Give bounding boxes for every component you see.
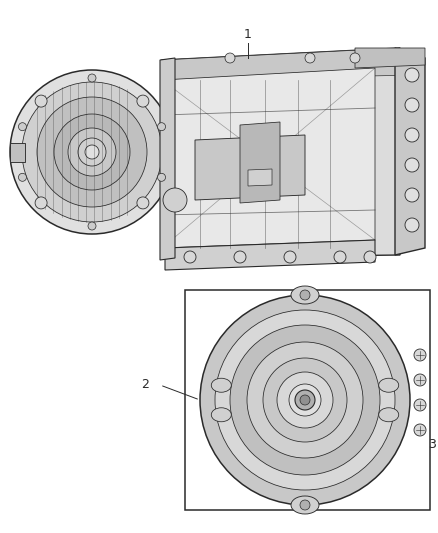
Circle shape	[263, 358, 347, 442]
Circle shape	[414, 424, 426, 436]
Circle shape	[230, 325, 380, 475]
Circle shape	[215, 310, 395, 490]
Circle shape	[364, 251, 376, 263]
Polygon shape	[195, 135, 305, 200]
Circle shape	[305, 53, 315, 63]
Polygon shape	[165, 240, 375, 270]
Circle shape	[405, 158, 419, 172]
Circle shape	[68, 128, 116, 176]
Circle shape	[35, 95, 47, 107]
Circle shape	[295, 390, 315, 410]
Circle shape	[18, 123, 26, 131]
Circle shape	[334, 251, 346, 263]
Polygon shape	[162, 48, 400, 258]
Circle shape	[158, 173, 166, 181]
Circle shape	[405, 218, 419, 232]
Circle shape	[18, 173, 26, 181]
Circle shape	[284, 251, 296, 263]
Ellipse shape	[211, 408, 231, 422]
Polygon shape	[162, 68, 375, 248]
Circle shape	[37, 97, 147, 207]
Circle shape	[297, 392, 313, 408]
Circle shape	[10, 70, 174, 234]
Circle shape	[300, 395, 310, 405]
Circle shape	[225, 53, 235, 63]
Polygon shape	[10, 143, 25, 162]
Circle shape	[184, 251, 196, 263]
Polygon shape	[395, 48, 425, 255]
Text: 3: 3	[428, 439, 436, 451]
Bar	[185, 290, 430, 510]
Polygon shape	[355, 48, 425, 68]
Circle shape	[289, 384, 321, 416]
Circle shape	[405, 68, 419, 82]
Ellipse shape	[291, 286, 319, 304]
Circle shape	[300, 290, 310, 300]
Circle shape	[88, 74, 96, 82]
Circle shape	[88, 222, 96, 230]
Circle shape	[247, 342, 363, 458]
Circle shape	[414, 374, 426, 386]
Polygon shape	[162, 48, 420, 80]
Circle shape	[137, 197, 149, 209]
Circle shape	[158, 123, 166, 131]
Ellipse shape	[211, 378, 231, 392]
Circle shape	[350, 53, 360, 63]
Circle shape	[163, 188, 187, 212]
Circle shape	[405, 98, 419, 112]
Circle shape	[54, 114, 130, 190]
Circle shape	[234, 251, 246, 263]
Circle shape	[22, 82, 162, 222]
Circle shape	[200, 295, 410, 505]
Circle shape	[85, 145, 99, 159]
Circle shape	[78, 138, 106, 166]
Circle shape	[277, 372, 333, 428]
Text: 1: 1	[244, 28, 252, 42]
Circle shape	[414, 399, 426, 411]
Ellipse shape	[379, 378, 399, 392]
Circle shape	[35, 197, 47, 209]
Text: 2: 2	[141, 378, 149, 392]
Ellipse shape	[291, 496, 319, 514]
Polygon shape	[240, 122, 280, 203]
Circle shape	[300, 500, 310, 510]
Ellipse shape	[379, 408, 399, 422]
Polygon shape	[160, 58, 175, 260]
Circle shape	[137, 95, 149, 107]
Circle shape	[405, 128, 419, 142]
Circle shape	[414, 349, 426, 361]
Polygon shape	[248, 169, 272, 186]
Circle shape	[405, 188, 419, 202]
